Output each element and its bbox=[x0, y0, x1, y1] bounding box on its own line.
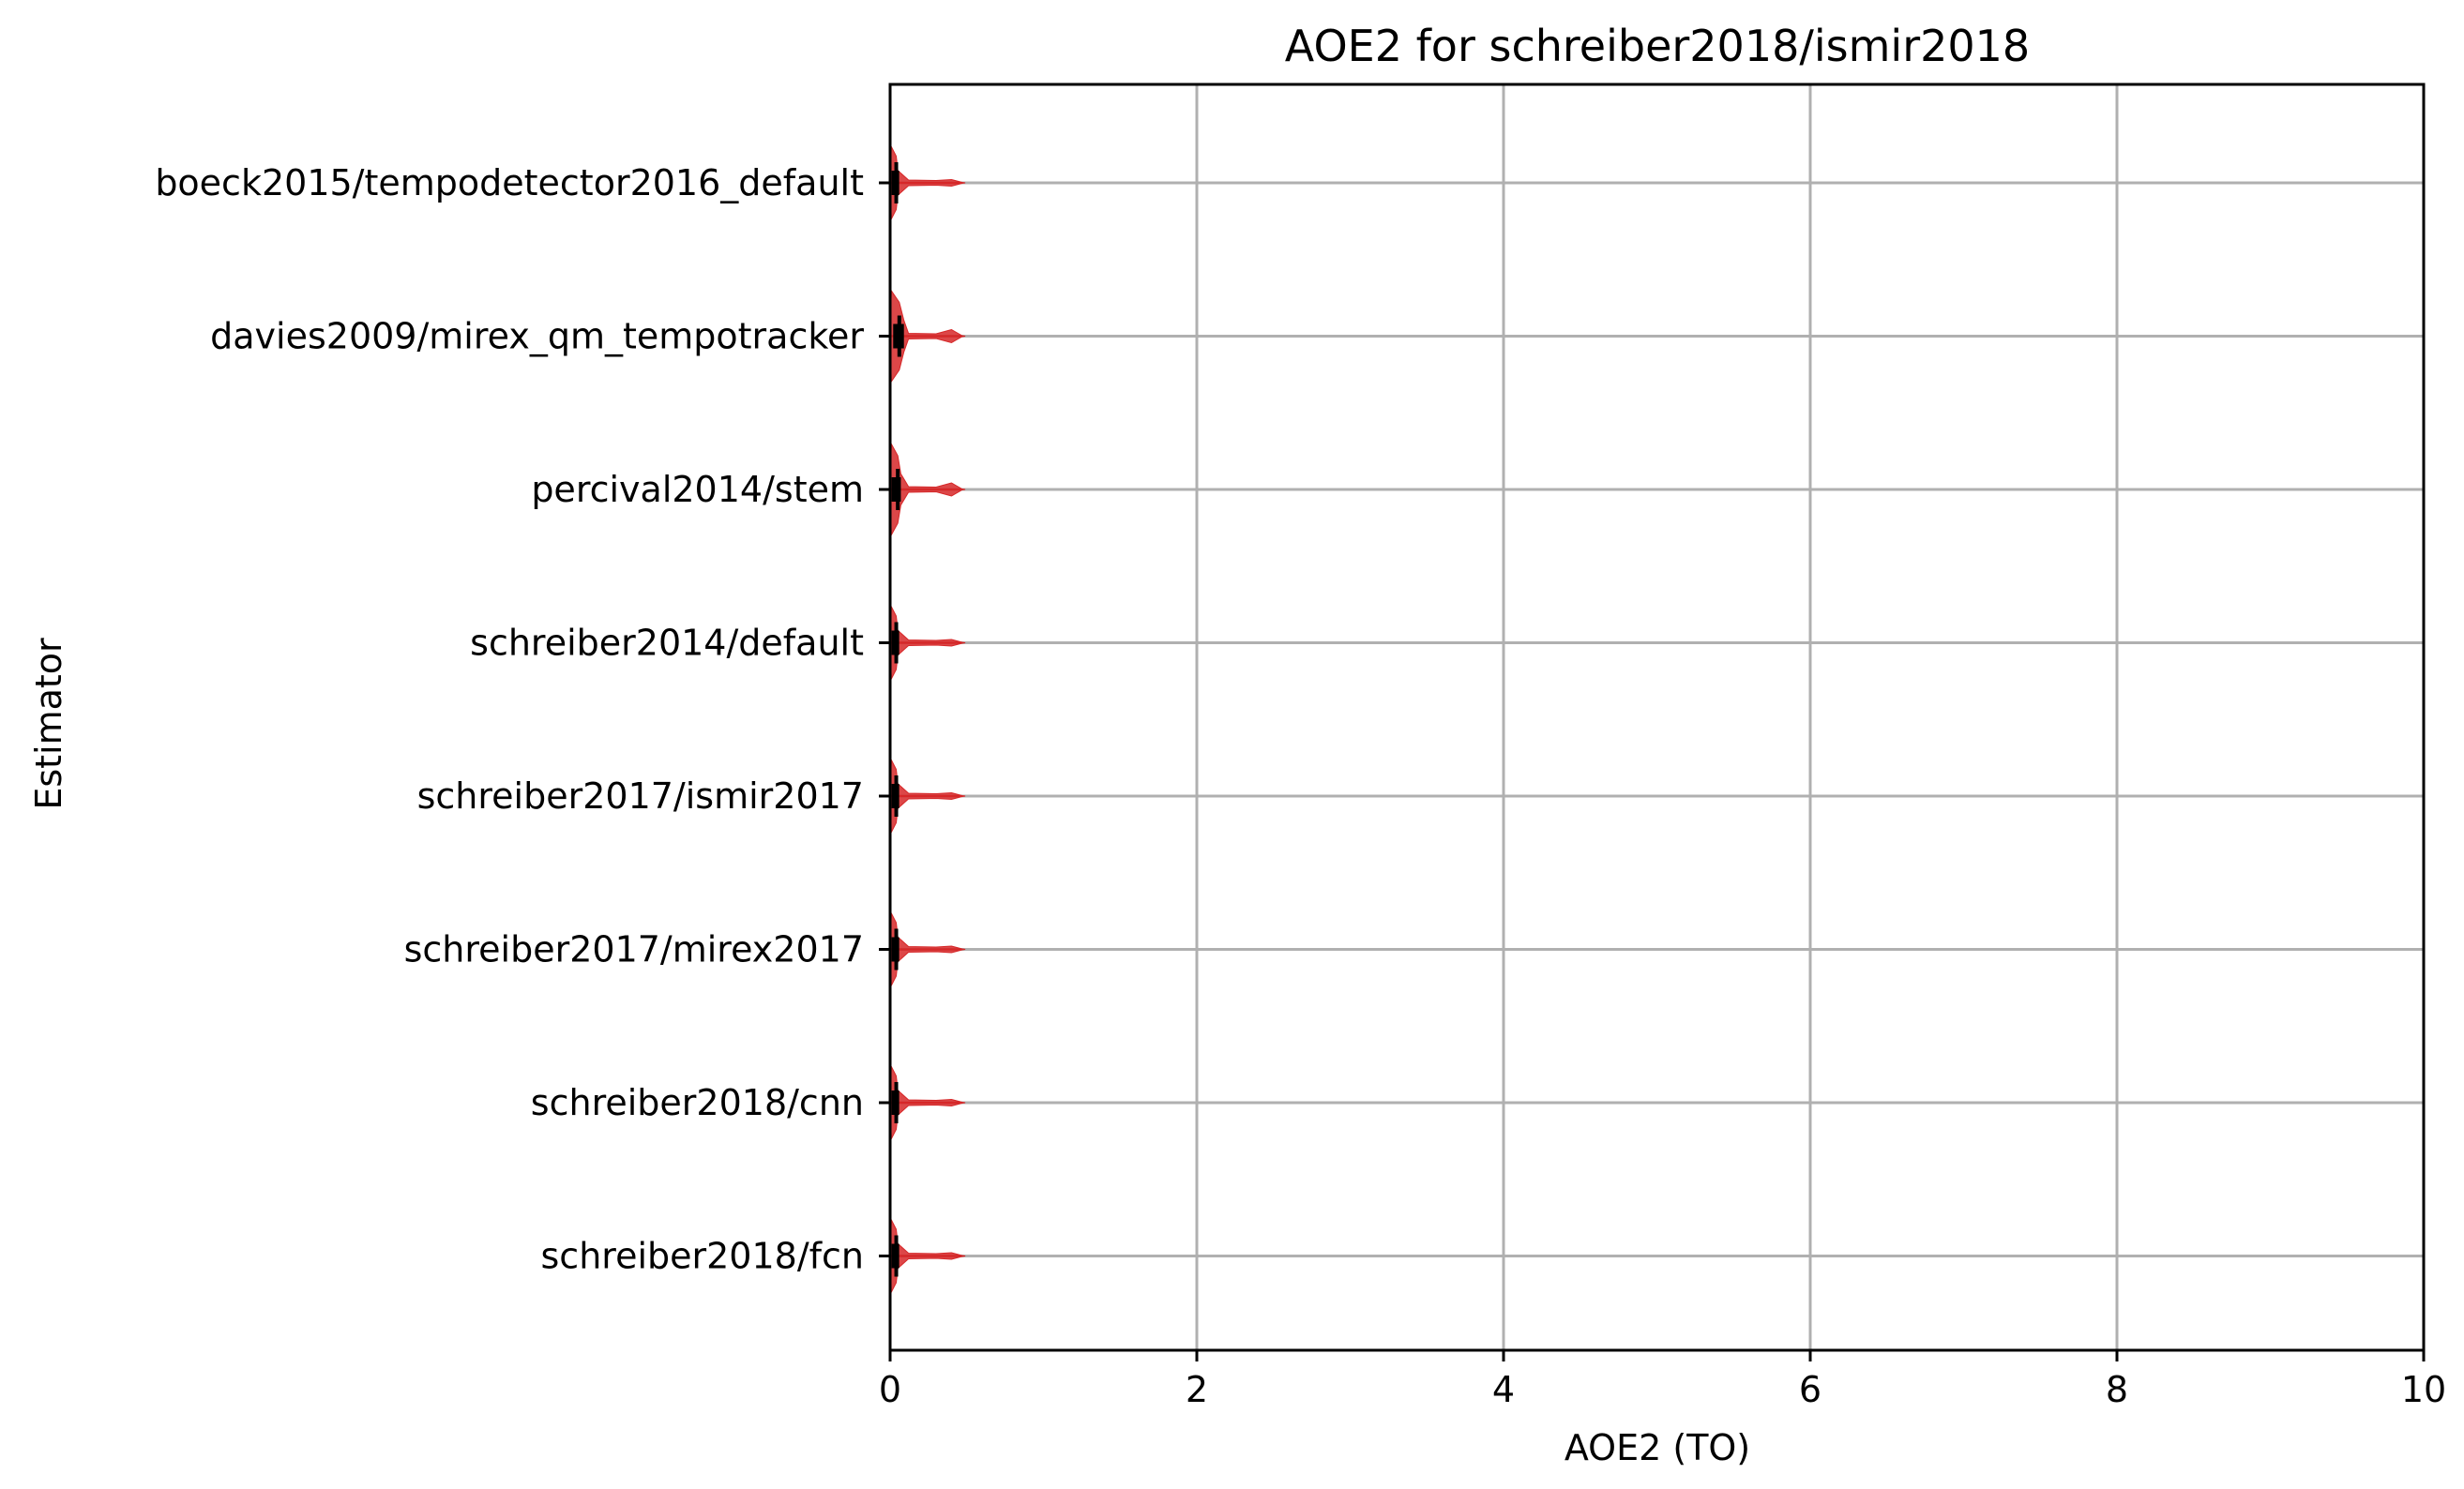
y-tick-label-5: schreiber2017/mirex2017 bbox=[404, 929, 864, 970]
y-tick-label-6: schreiber2018/cnn bbox=[531, 1082, 864, 1123]
grid-layer bbox=[888, 84, 2426, 1350]
y-tick-label-1: davies2009/mirex_qm_tempotracker bbox=[210, 316, 864, 357]
y-tick-label-7: schreiber2018/fcn bbox=[541, 1236, 865, 1277]
violin-layer bbox=[889, 145, 966, 1294]
x-tick-label-0: 0 bbox=[879, 1369, 901, 1410]
y-axis-label: Estimator bbox=[28, 638, 69, 810]
x-axis-label: AOE2 (TO) bbox=[1565, 1427, 1750, 1468]
x-tick-label-2: 4 bbox=[1492, 1369, 1515, 1410]
x-tick-label-4: 8 bbox=[2106, 1369, 2128, 1410]
y-tick-label-2: percival2014/stem bbox=[531, 469, 864, 510]
x-tick-label-3: 6 bbox=[1799, 1369, 1822, 1410]
y-tick-label-0: boeck2015/tempodetector2016_default bbox=[155, 162, 864, 203]
x-tick-label-1: 2 bbox=[1186, 1369, 1208, 1410]
y-tick-label-4: schreiber2017/ismir2017 bbox=[417, 775, 864, 817]
tick-layer: 0 2 4 6 8 10 boeck2015/tempodetector2016_defau… bbox=[155, 162, 2446, 1410]
x-tick-label-5: 10 bbox=[2401, 1369, 2446, 1410]
chart-title: AOE2 for schreiber2018/ismir2018 bbox=[1285, 21, 2030, 71]
y-tick-label-3: schreiber2014/default bbox=[470, 623, 864, 664]
plot-frame bbox=[888, 83, 2426, 1352]
